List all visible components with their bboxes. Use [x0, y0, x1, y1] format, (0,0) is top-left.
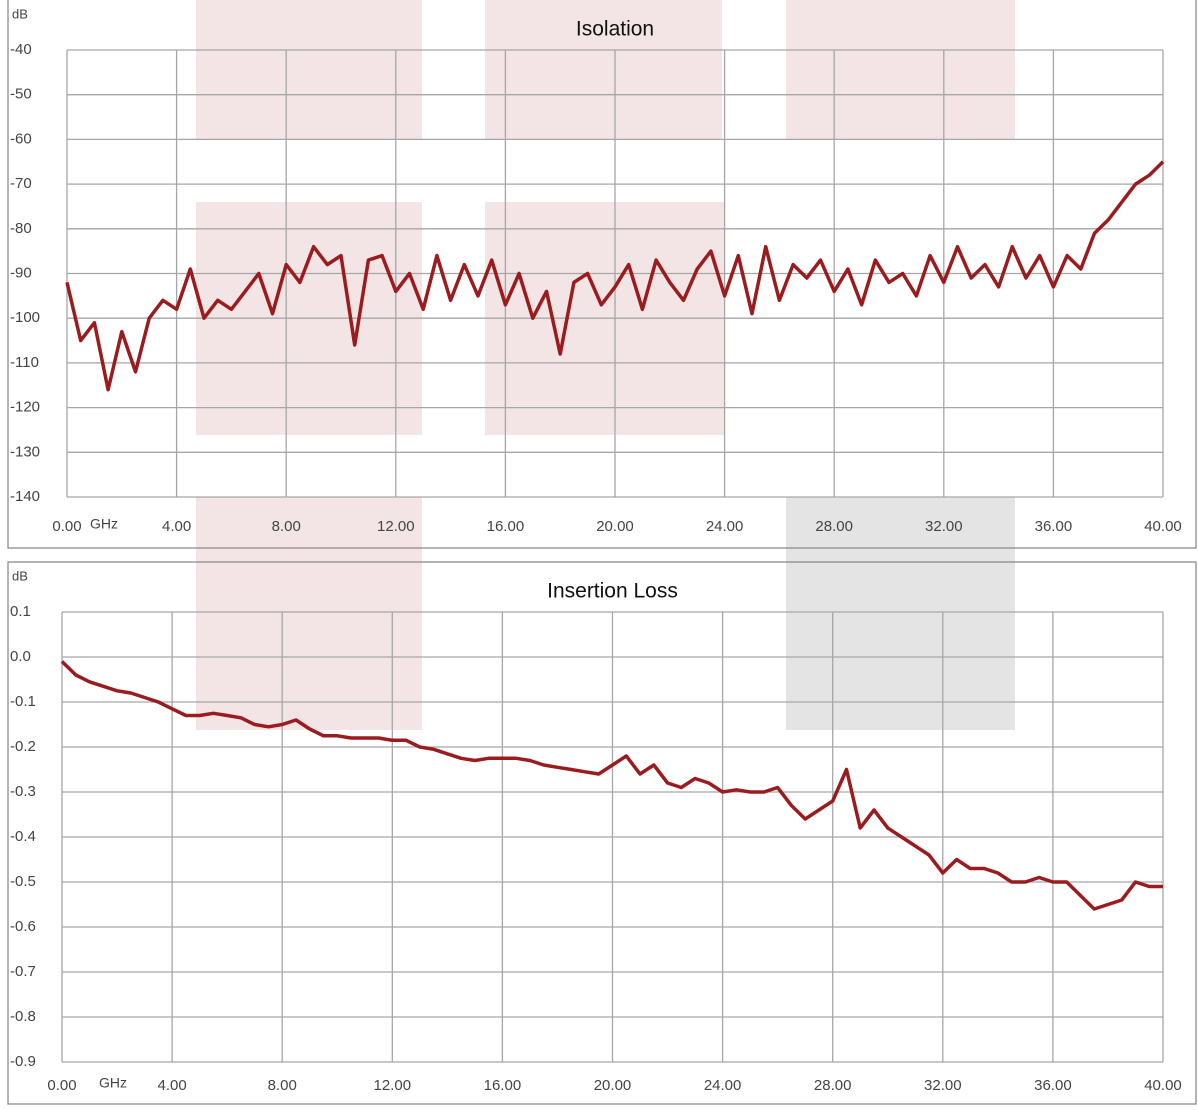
y-axis-label: dB: [12, 568, 28, 583]
y-tick-label: -0.9: [10, 1053, 36, 1070]
y-tick-label: -140: [10, 488, 40, 505]
x-tick-label: 28.00: [814, 1077, 852, 1094]
y-tick-label: -70: [10, 175, 32, 192]
shade: [786, 0, 1015, 140]
x-tick-label: 0.00: [47, 1077, 76, 1094]
x-axis-label: GHz: [90, 516, 118, 532]
y-tick-label: 0.0: [10, 648, 31, 665]
x-tick-label: 20.00: [594, 1077, 632, 1094]
x-tick-label: 36.00: [1035, 518, 1073, 535]
x-axis-label: GHz: [99, 1075, 127, 1091]
y-tick-label: -0.4: [10, 828, 36, 845]
y-tick-label: -0.8: [10, 1008, 36, 1025]
background-shading: [196, 0, 1015, 730]
x-tick-label: 24.00: [704, 1077, 742, 1094]
shade: [196, 497, 422, 730]
x-tick-label: 24.00: [706, 518, 744, 535]
x-tick-label: 16.00: [487, 518, 525, 535]
shade: [485, 0, 722, 140]
x-tick-label: 12.00: [374, 1077, 412, 1094]
y-tick-label: -0.5: [10, 873, 36, 890]
x-tick-label: 4.00: [162, 518, 191, 535]
y-tick-label: -0.2: [10, 738, 36, 755]
y-tick-label: -40: [10, 41, 32, 58]
x-tick-label: 12.00: [377, 518, 415, 535]
y-tick-label: -0.3: [10, 783, 36, 800]
chart-title: Isolation: [576, 18, 654, 41]
chart-frame: [7, 0, 1197, 549]
y-tick-label: -0.6: [10, 918, 36, 935]
x-tick-label: 4.00: [157, 1077, 186, 1094]
x-tick-label: 8.00: [272, 518, 301, 535]
shade: [196, 0, 422, 140]
x-tick-label: 40.00: [1144, 518, 1182, 535]
y-tick-label: -0.1: [10, 693, 36, 710]
x-tick-label: 8.00: [268, 1077, 297, 1094]
x-tick-label: 28.00: [815, 518, 853, 535]
data-line: [60, 660, 1163, 911]
x-tick-label: 32.00: [924, 1077, 962, 1094]
x-tick-label: 40.00: [1144, 1077, 1182, 1094]
y-tick-label: -100: [10, 309, 40, 326]
y-tick-label: -120: [10, 399, 40, 416]
x-tick-label: 36.00: [1034, 1077, 1072, 1094]
y-tick-label: -130: [10, 443, 40, 460]
x-tick-label: 16.00: [484, 1077, 522, 1094]
chart-frame: [7, 561, 1197, 1105]
y-tick-label: -0.7: [10, 963, 36, 980]
x-tick-label: 0.00: [52, 518, 81, 535]
y-tick-label: -50: [10, 86, 32, 103]
y-tick-label: -110: [10, 354, 39, 371]
shade: [786, 497, 1015, 730]
x-tick-label: 20.00: [596, 518, 634, 535]
chart-title: Insertion Loss: [547, 580, 678, 603]
y-tick-label: 0.1: [10, 603, 31, 620]
y-tick-label: -90: [10, 264, 32, 281]
y-tick-label: -80: [10, 220, 32, 237]
x-tick-label: 32.00: [925, 518, 963, 535]
y-tick-label: -60: [10, 130, 32, 147]
data-line: [65, 160, 1165, 392]
y-axis-label: dB: [12, 6, 28, 21]
